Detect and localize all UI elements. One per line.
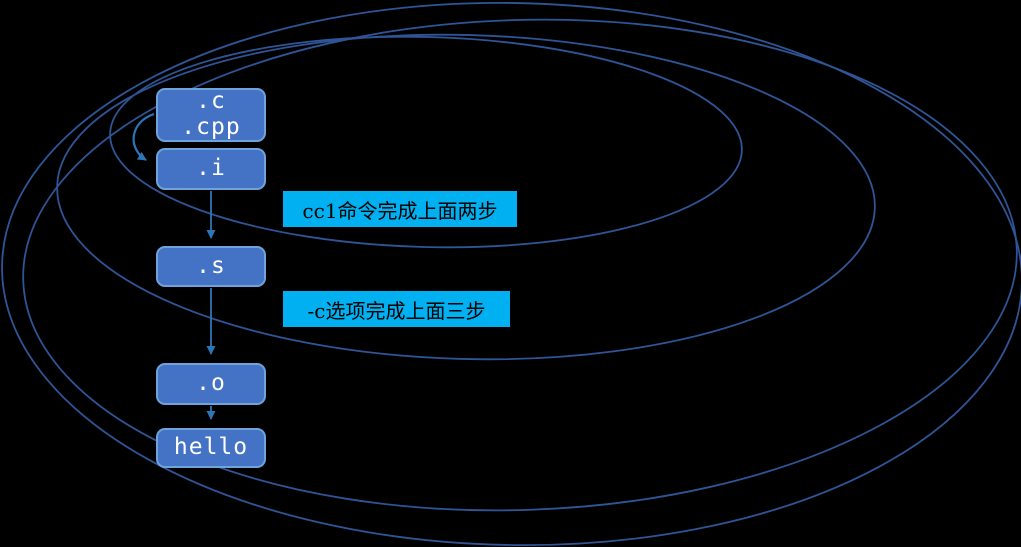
node-hello: hello (156, 428, 266, 468)
callout-cc1-text: cc1命令完成上面两步 (302, 198, 498, 223)
node-hello-label: hello (173, 434, 249, 461)
node-c-cpp-line2: .cpp (181, 114, 241, 140)
node-s-label: .s (196, 252, 226, 279)
callout-c-option-text: -c选项完成上面三步 (307, 298, 486, 323)
node-o-label: .o (196, 370, 226, 397)
callout-cc1: cc1命令完成上面两步 (283, 191, 517, 227)
node-o: .o (156, 363, 266, 405)
preprocess-ring (109, 35, 743, 249)
callout-c-option: -c选项完成上面三步 (283, 291, 510, 327)
node-c-cpp-line1: .c (196, 88, 226, 115)
node-i-label: .i (196, 155, 226, 182)
arrow-c-to-i (132, 112, 155, 161)
node-i: .i (156, 148, 266, 190)
assemble-ring (22, 18, 1018, 512)
node-c-cpp: .c .cpp (156, 88, 266, 142)
node-s: .s (156, 246, 266, 287)
